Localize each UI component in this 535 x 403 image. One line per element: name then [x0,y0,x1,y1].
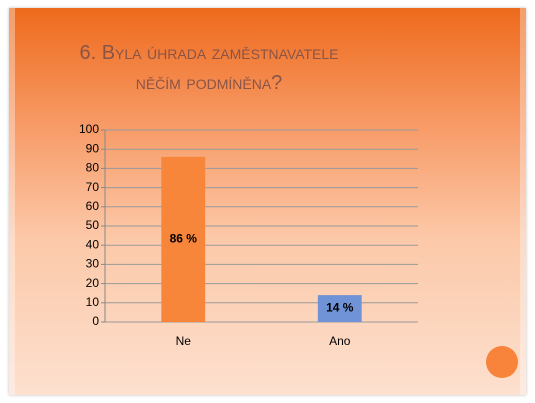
value-label: 86 % [170,232,198,246]
y-tick-label: 10 [86,295,100,309]
y-tick-label: 0 [92,314,99,328]
y-tick-label: 30 [86,257,100,271]
slide-title: 6. Byla úhrada zaměstnavatele něčím podm… [79,42,339,94]
y-tick-label: 20 [86,276,100,290]
x-tick-label: Ano [329,334,351,348]
y-tick-label: 60 [86,199,100,213]
bar [161,156,206,322]
y-tick-label: 90 [86,141,100,155]
decor-circle [486,346,518,378]
value-label: 14 % [326,301,354,315]
x-tick-label: Ne [176,334,192,348]
slide: 6. Byla úhrada zaměstnavatele něčím podm… [9,8,526,395]
y-tick-label: 100 [79,122,99,136]
y-tick-label: 50 [86,218,100,232]
y-tick-label: 40 [86,237,100,251]
y-tick-label: 80 [86,161,100,175]
y-tick-label: 70 [86,180,100,194]
bar [317,295,362,322]
